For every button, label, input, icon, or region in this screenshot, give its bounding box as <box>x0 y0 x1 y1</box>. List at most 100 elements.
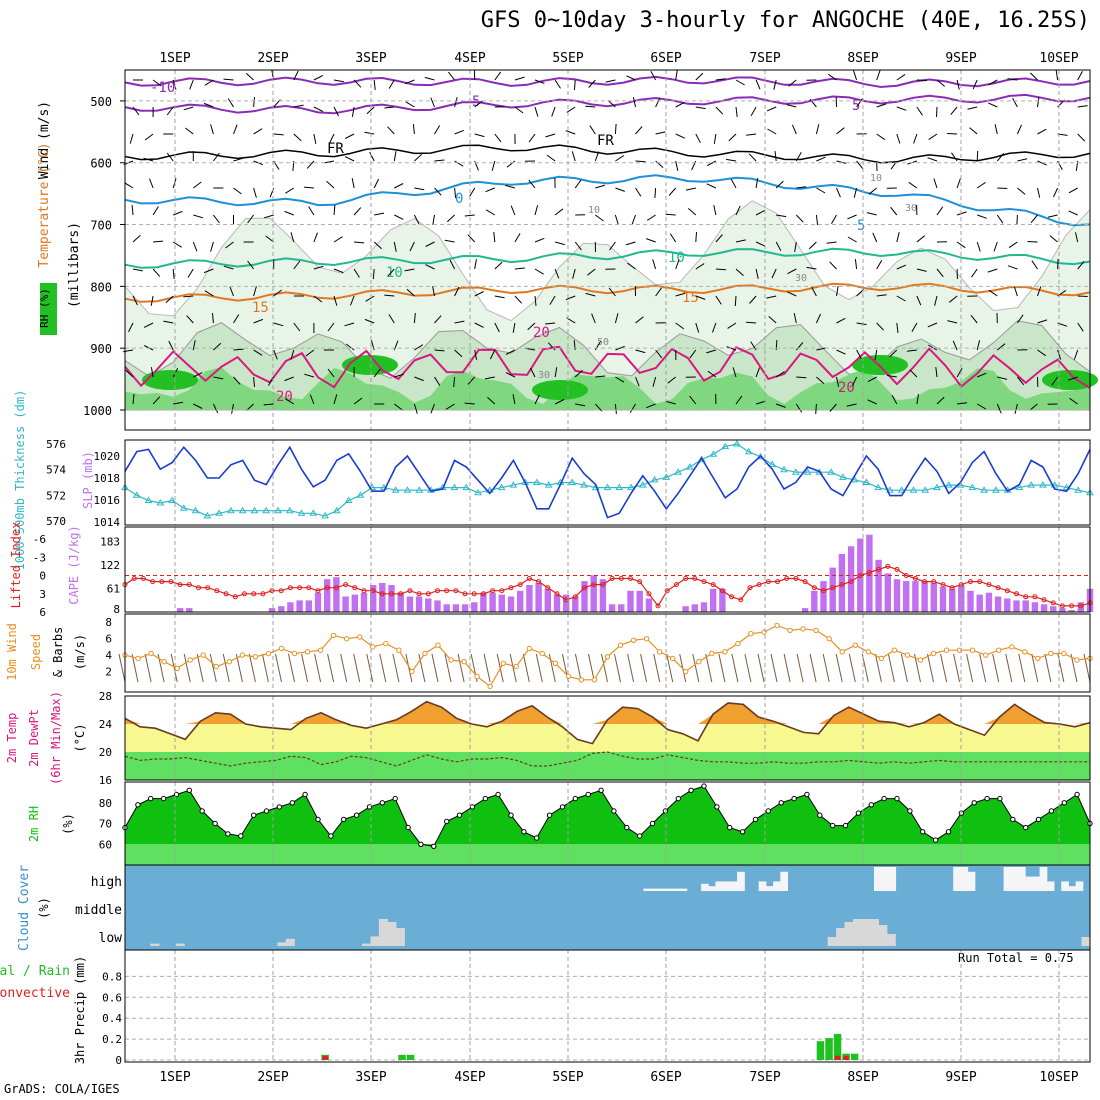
li-point <box>701 579 707 585</box>
cape-bar <box>333 577 340 612</box>
rh2m-point <box>611 808 617 814</box>
wind-barb <box>956 178 961 189</box>
wind-barb <box>494 261 503 270</box>
wind-barb <box>418 653 426 683</box>
rh-tick-label: 60 <box>99 838 112 851</box>
wind-speed-point <box>291 650 298 657</box>
y-label-rh: RH (%) <box>38 288 51 328</box>
li-point <box>131 576 137 581</box>
wind-barb <box>273 322 284 327</box>
wind-barb <box>695 133 701 144</box>
wind-barb <box>936 396 945 405</box>
wind-barb <box>212 403 219 414</box>
wind-barb <box>313 75 324 81</box>
wind-barb <box>124 182 134 189</box>
thickness-point <box>1074 486 1083 493</box>
li-point <box>508 585 514 591</box>
wind-speed-point <box>983 652 989 658</box>
wind-barb <box>796 376 807 379</box>
wind-barb <box>713 133 717 144</box>
thickness-point <box>580 481 588 488</box>
wind-barb <box>876 133 886 141</box>
wind-barb <box>783 653 791 683</box>
rh-legend-swatch <box>40 283 57 335</box>
cape-bar <box>930 583 937 612</box>
wind-barb <box>173 401 184 405</box>
wind-barb <box>373 241 382 250</box>
li-point <box>912 576 918 581</box>
wind-speed-point <box>1009 644 1015 650</box>
wind-barb <box>997 376 1008 380</box>
wind-barb <box>365 295 375 302</box>
wind-speed-point <box>513 663 519 670</box>
wind-barb <box>412 124 415 135</box>
chart-title: GFS 0~10day 3-hourly for ANGOCHE (40E, 1… <box>480 8 1090 33</box>
wind-barb <box>927 653 934 683</box>
wind-barb <box>727 322 737 329</box>
wind-barb <box>172 241 182 248</box>
cape-bar <box>351 594 358 612</box>
wind-barb <box>775 180 784 189</box>
wind-barb <box>952 340 958 351</box>
wind-barb <box>695 263 705 270</box>
wind-barb <box>775 241 782 252</box>
wind-barb <box>913 133 918 144</box>
wind-speed-point <box>683 668 689 675</box>
isotherm-line--5 <box>124 93 1091 115</box>
thickness-point <box>968 483 977 491</box>
li-tick-label: 3 <box>39 588 46 601</box>
wind-barb <box>263 403 274 406</box>
thickness-point <box>262 506 271 514</box>
cloud-high-bar <box>1075 881 1084 891</box>
wind-barb <box>787 268 797 275</box>
cape-bar <box>324 579 331 612</box>
wind-barb <box>615 155 625 162</box>
wind-barb <box>1008 241 1018 249</box>
wind-barb <box>1077 133 1086 142</box>
wind-barb <box>290 349 295 360</box>
thickness-point <box>615 483 624 491</box>
thickness-point <box>803 468 812 475</box>
slp-tick-label: 1016 <box>94 494 121 507</box>
rh2m-point <box>469 804 476 810</box>
li-point <box>637 579 643 585</box>
rh2m-point <box>199 808 205 814</box>
wind-barb <box>1016 214 1018 226</box>
li-point <box>1059 603 1065 609</box>
wind-barb <box>313 265 324 270</box>
thickness-point <box>650 475 659 483</box>
wind-barb <box>374 212 385 216</box>
wind-barb <box>979 653 987 683</box>
li-point <box>361 588 367 594</box>
wind-barb <box>505 184 516 189</box>
rh2m-point <box>444 818 450 825</box>
convective-bar <box>834 1055 841 1060</box>
wind-barb <box>829 403 837 412</box>
wind-barb <box>453 376 456 388</box>
rh2m-point <box>817 812 823 818</box>
wind-barb <box>1014 403 1018 414</box>
wind-barb <box>494 133 502 143</box>
dewpoint-base-fill <box>125 752 1090 780</box>
wind-speed-point <box>357 634 363 640</box>
wind-barb <box>405 653 413 683</box>
rh2m-point <box>649 820 656 827</box>
cloud-high-bar <box>729 881 738 891</box>
rh2m-point <box>263 808 270 814</box>
li-point <box>398 591 404 597</box>
wind-barb <box>333 106 339 117</box>
wind-barb <box>565 130 576 135</box>
isotherm-label: FR <box>327 141 344 157</box>
cloud-low-bar <box>1081 937 1091 946</box>
y-label-rh-unit: (%) <box>61 813 75 835</box>
pressure-tick-label: 600 <box>90 157 112 171</box>
cape-bar <box>443 604 450 612</box>
li-point <box>1023 594 1029 600</box>
wind-barb <box>796 653 804 683</box>
wind-speed-point <box>591 677 598 683</box>
thickness-point <box>780 465 788 473</box>
wind-barb <box>290 232 295 243</box>
wind-barb <box>811 286 817 297</box>
wind-barb <box>766 106 777 112</box>
cloud-high-bar <box>737 871 745 891</box>
